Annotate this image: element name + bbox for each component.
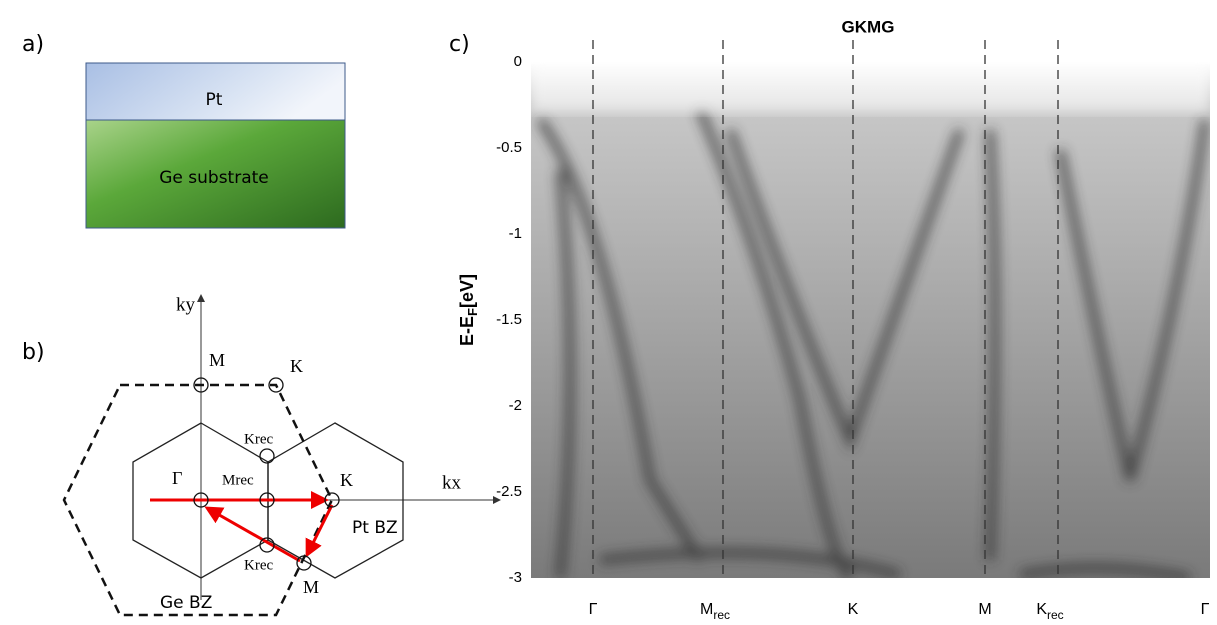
- k-point: [259, 448, 275, 464]
- k-point: [193, 377, 209, 393]
- x-tick-label: Mrec: [700, 601, 730, 622]
- chart-title: GKMG: [842, 17, 895, 36]
- x-label-main: M: [700, 601, 713, 618]
- pt-layer: [85, 62, 346, 121]
- k-point: [259, 492, 275, 508]
- layer-label: Ge substrate: [159, 168, 269, 188]
- y-axis-label: E-EF[eV]: [457, 274, 481, 346]
- arpes-image: [531, 62, 1210, 578]
- k-point: [268, 377, 284, 393]
- x-tick-label: M: [978, 601, 991, 618]
- x-label-main: K: [848, 601, 859, 618]
- k-point: [193, 492, 209, 508]
- point-label: M: [209, 350, 225, 370]
- y-label-sub: F: [465, 308, 480, 316]
- axis-label: ky: [176, 294, 196, 315]
- x-label-main: Γ: [589, 601, 598, 618]
- x-tick-label: K: [848, 601, 859, 618]
- path-arrow: [305, 504, 334, 558]
- x-tick-label: Γ: [589, 601, 598, 618]
- x-tick-label: Krec: [1036, 601, 1063, 622]
- point-label: K: [340, 470, 353, 490]
- x-label-main: K: [1036, 601, 1047, 618]
- y-tick-label: -1: [509, 225, 522, 242]
- x-label-main: Γ: [1201, 601, 1210, 618]
- point-label: Krec: [244, 557, 273, 573]
- k-point: [296, 555, 312, 571]
- ge-layer: [85, 119, 346, 229]
- y-tick-label: -2.5: [496, 483, 522, 500]
- k-point: [259, 537, 275, 553]
- x-label-sub: rec: [1047, 608, 1064, 622]
- point-label: Krec: [244, 431, 273, 447]
- point-label: M: [303, 577, 319, 597]
- panel-label: b): [22, 340, 45, 365]
- point-label: Mrec: [222, 472, 254, 488]
- x-tick-label: Γ: [1201, 601, 1210, 618]
- point-label: Γ: [172, 468, 182, 488]
- x-label-sub: rec: [713, 608, 730, 622]
- y-tick-label: -3: [509, 569, 522, 586]
- bz-label: Pt BZ: [352, 518, 398, 538]
- x-label-main: M: [978, 601, 991, 618]
- y-tick-label: 0: [514, 53, 522, 70]
- panel-label: c): [449, 32, 470, 57]
- k-point: [324, 492, 340, 508]
- path-arrow: [204, 506, 301, 563]
- y-tick-label: -0.5: [496, 139, 522, 156]
- axis-label: kx: [442, 472, 462, 493]
- y-label-part: E-E: [457, 316, 477, 346]
- y-label-part: [eV]: [457, 274, 477, 308]
- pt-bz: [267, 422, 404, 579]
- y-tick-label: -1.5: [496, 311, 522, 328]
- panel-label: a): [22, 32, 44, 57]
- bz-label: Ge BZ: [160, 593, 212, 613]
- point-label: K: [290, 356, 303, 376]
- layer-label: Pt: [206, 90, 223, 110]
- y-tick-label: -2: [509, 397, 522, 414]
- ge-bz: [62, 383, 334, 617]
